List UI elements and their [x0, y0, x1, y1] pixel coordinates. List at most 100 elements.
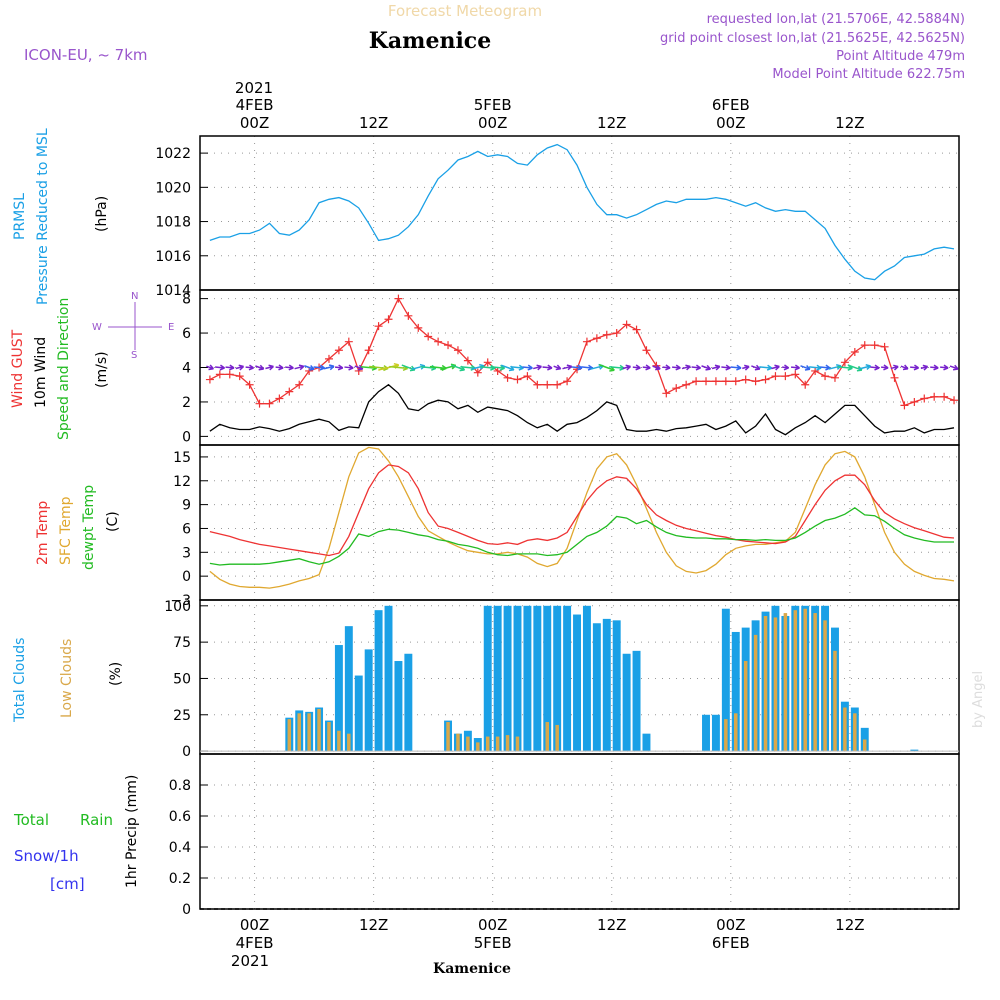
low-cloud-bar	[763, 615, 768, 752]
gust-marker	[662, 389, 671, 398]
wind-arrow	[809, 366, 822, 369]
low-cloud-bar	[743, 661, 748, 752]
location-title: Kamenice	[369, 28, 491, 54]
wind-arrow-head	[774, 364, 780, 371]
gust-marker	[930, 392, 939, 401]
wind-unit: (m/s)	[94, 351, 110, 388]
gridpoint-coords: grid point closest lon,lat (21.5625E, 42…	[660, 31, 965, 46]
gust-marker	[424, 332, 433, 341]
wind-arrow-head	[766, 364, 773, 371]
wind-arrow	[313, 366, 325, 369]
low-cloud-bar	[337, 730, 341, 752]
precip-frame	[199, 753, 960, 910]
gust-marker	[632, 325, 641, 334]
wind-arrow	[490, 366, 505, 369]
low-cloud-bar	[734, 713, 738, 752]
wind-arrow-head	[268, 364, 274, 371]
gust-marker	[463, 356, 472, 365]
gust-marker	[563, 377, 572, 386]
wind-arrow-head	[625, 364, 632, 371]
prmsl-line	[209, 143, 955, 281]
top-year: 2021	[235, 79, 273, 97]
dewpt-line	[209, 507, 954, 566]
gust-marker	[592, 334, 601, 343]
low-clouds-label: Low Clouds	[59, 639, 75, 718]
gust-line	[209, 297, 955, 407]
wind-arrow-head	[893, 364, 899, 371]
low-cloud-bar	[446, 722, 450, 752]
temp-ytick-label: 0	[182, 569, 191, 585]
wind-arrow	[581, 366, 593, 369]
gust-marker	[275, 394, 284, 403]
total-cloud-bar	[404, 653, 413, 752]
gust-marker	[295, 380, 304, 389]
gust-marker	[781, 372, 790, 381]
total-cloud-bar	[632, 650, 641, 752]
wind-arrow-head	[536, 364, 542, 371]
total-cloud-bar	[592, 623, 601, 752]
gust-marker	[950, 396, 959, 405]
wind-ytick-label: 6	[182, 326, 191, 342]
wind-arrow	[571, 366, 583, 369]
top-hour-label: 12Z	[835, 114, 864, 132]
gust-marker	[444, 341, 453, 350]
wind-arrow	[609, 366, 625, 369]
total-cloud-bar	[702, 714, 710, 752]
total-cloud-bar	[483, 605, 492, 752]
gust-marker	[503, 373, 512, 382]
temp-labels: 2m Temp SFC Temp dewpt Temp (C)	[35, 485, 121, 570]
pressure-ytick-label: 1018	[155, 215, 191, 231]
total-cloud-bar	[553, 605, 562, 752]
low-cloud-bar	[307, 713, 311, 752]
top-date-label: 4FEB	[236, 96, 274, 114]
top-hour-label: 00Z	[478, 114, 507, 132]
compass-north: N	[131, 291, 138, 302]
wind-arrow	[323, 365, 335, 370]
wind-arrow-head	[258, 364, 265, 371]
top-hour-label: 00Z	[716, 114, 745, 132]
wind-arrow-head	[319, 364, 325, 371]
gust-marker	[830, 373, 839, 382]
wind-arrow-head	[675, 364, 681, 371]
gust-marker	[761, 375, 770, 384]
temp-panel: −3 0 3 6 9 12 15	[170, 444, 960, 609]
gust-marker	[414, 323, 423, 332]
wind-arrow	[215, 366, 225, 369]
low-cloud-bar	[476, 742, 480, 752]
gust-marker	[870, 341, 879, 350]
wind-arrow-head	[695, 364, 701, 371]
gust-marker	[384, 315, 393, 324]
gust-marker	[453, 346, 462, 355]
wind-arrow-head	[902, 364, 909, 371]
wind-arrow-head	[308, 365, 315, 371]
wind-arrow	[378, 364, 399, 371]
pressure-labels: PRMSL Pressure Reduced to MSL (hPa)	[12, 128, 110, 305]
wind-arrow	[389, 365, 408, 370]
gust-marker	[582, 337, 591, 346]
compass-south: S	[131, 350, 137, 361]
clouds-ytick-label: 25	[173, 708, 191, 724]
top-hour-label: 12Z	[359, 114, 388, 132]
wind-arrow-head	[665, 364, 671, 371]
wind-arrow-head	[874, 364, 880, 371]
low-cloud-bar	[862, 739, 867, 752]
pressure-frame	[199, 135, 960, 291]
gust-marker	[860, 341, 869, 350]
wind-arrow-head	[952, 364, 959, 371]
low-cloud-bar	[515, 736, 520, 752]
gust-marker	[702, 377, 710, 386]
total-cloud-bar	[563, 605, 572, 752]
temp-ytick-label: 6	[182, 521, 191, 537]
prmsl-unit: (hPa)	[94, 196, 110, 232]
low-cloud-bar	[555, 724, 559, 752]
snow-label: Snow/1h	[14, 847, 79, 865]
wind-arrow-head	[278, 364, 284, 371]
pressure-ytick-label: 1020	[155, 180, 191, 196]
wind-arrow-head	[943, 364, 949, 371]
precip-ytick-label: 0.4	[169, 840, 191, 856]
wind-arrow	[562, 365, 572, 370]
wind-arrow-head	[804, 364, 811, 371]
wind-arrow-head	[229, 364, 235, 371]
gust-marker	[731, 377, 740, 386]
gust-marker	[711, 377, 720, 386]
